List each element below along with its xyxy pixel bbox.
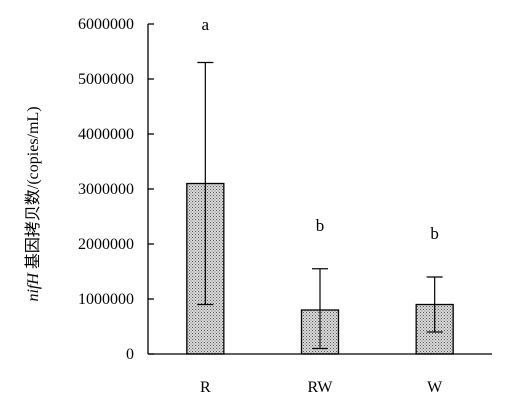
error-bar-w <box>426 276 443 333</box>
y-tick-label: 4000000 <box>78 126 134 143</box>
y-tick-label: 0 <box>126 346 134 363</box>
significance-letter-rw: b <box>316 216 325 235</box>
y-axis-label-unit: 基因拷贝数/(copies/mL) <box>24 106 42 273</box>
x-axis-tick-labels: R RW W <box>200 379 443 396</box>
y-axis-label-gene: nifH <box>25 272 42 302</box>
significance-letter-r: a <box>202 15 210 34</box>
y-axis-ticks: 0 1000000 2000000 3000000 4000000 5000000 6000… <box>78 16 154 363</box>
y-tick-label: 3000000 <box>78 181 134 198</box>
significance-letter-w: b <box>430 224 439 243</box>
y-tick-label: 6000000 <box>78 16 134 33</box>
y-tick-label: 5000000 <box>78 71 134 88</box>
error-bar-rw <box>312 268 328 350</box>
y-tick-label: 2000000 <box>78 236 134 253</box>
error-bars <box>197 61 443 350</box>
x-tick-label-rw: RW <box>308 379 334 396</box>
error-bar-r <box>197 61 214 306</box>
y-tick-label: 1000000 <box>78 291 134 308</box>
x-tick-label-r: R <box>200 379 211 396</box>
significance-letters: a b b <box>202 15 439 243</box>
x-tick-label-w: W <box>427 379 443 396</box>
y-axis-label: nifH 基因拷贝数/(copies/mL) <box>24 106 42 301</box>
